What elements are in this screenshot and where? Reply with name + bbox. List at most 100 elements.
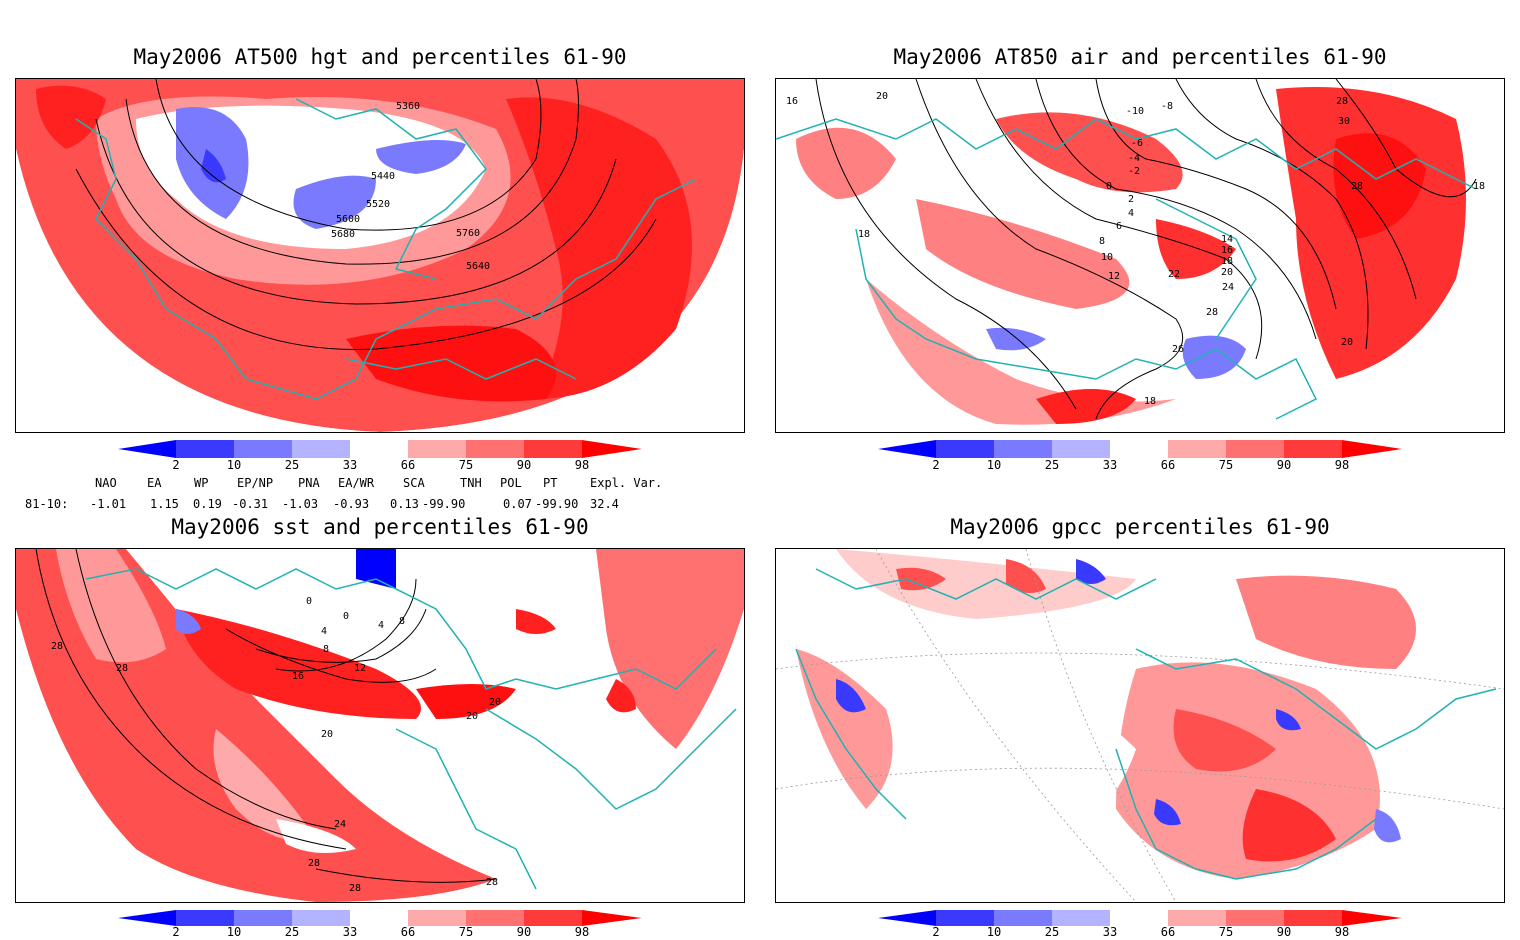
tele-value: -99.90 (535, 497, 579, 511)
colorbar-label: 66 (400, 925, 416, 939)
colorbar-label: 90 (1276, 458, 1292, 472)
contour-line (275, 578, 417, 672)
contour-line (95, 118, 617, 305)
coastline (395, 728, 537, 890)
tele-header: EA/WR (338, 476, 375, 490)
contour-label: 28 (51, 641, 63, 652)
colorbar-hgt: 2 10 25 33 66 75 90 98 (118, 440, 642, 474)
contour-line (1095, 79, 1337, 310)
contour-label: 16 (1221, 245, 1233, 256)
tele-value: 0.19 (193, 497, 222, 511)
contour-label: 24 (334, 819, 346, 830)
contour-label: 5680 (331, 229, 355, 240)
contour-line (815, 79, 1077, 410)
contour-label: 8 (1099, 236, 1105, 247)
colorbar-label: 66 (400, 458, 416, 472)
colorbar-label: 2 (172, 925, 180, 939)
contour-label: 12 (354, 663, 366, 674)
tele-value: -0.31 (232, 497, 269, 511)
colorbar-label: 10 (226, 458, 242, 472)
contour-label: 2 (1128, 194, 1134, 205)
contour-label: 0 (306, 596, 312, 607)
colorbar-label: 2 (172, 458, 180, 472)
contour-label: 5760 (456, 228, 480, 239)
teleconnection-table: NAO EA WP EP/NP PNA EA/WR SCA TNH POL PT… (0, 476, 740, 512)
tele-header: WP (194, 476, 209, 490)
contour-line (915, 79, 1184, 420)
contour-label: 18 (1221, 256, 1233, 267)
colorbar-label: 33 (342, 925, 358, 939)
contour-label: 5520 (366, 199, 390, 210)
contour-label: 28 (1351, 181, 1363, 192)
contour-line (1175, 79, 1369, 350)
tele-header: TNH (460, 476, 482, 490)
contour-label: 20 (1341, 337, 1353, 348)
colorbar-label: 25 (284, 925, 300, 939)
contour-label: -8 (1161, 101, 1173, 112)
colorbar-label: 75 (458, 458, 474, 472)
colorbar-label: 33 (1102, 458, 1118, 472)
contour-label: 28 (1206, 307, 1218, 318)
colorbar-label: 33 (342, 458, 358, 472)
graticule (776, 652, 1504, 690)
colorbar-label: 98 (574, 925, 590, 939)
colorbar-label: 75 (1218, 925, 1234, 939)
map-panel-hgt: 5360 5440 5520 5600 5680 5760 5640 (15, 78, 745, 433)
contour-line (255, 608, 427, 663)
colorbar-gpcc: 2 10 25 33 66 75 90 98 (878, 910, 1402, 940)
graticule (875, 549, 1137, 902)
panel-title-sst: May2006 sst and percentiles 61-90 (171, 515, 589, 539)
contour-label: 4 (321, 626, 327, 637)
contour-label: 14 (1221, 234, 1233, 245)
contour-label: 28 (486, 877, 498, 888)
contour-label: 0 (1106, 181, 1112, 192)
contour-label: 26 (1172, 344, 1184, 355)
panel-title-gpcc: May2006 gpcc percentiles 61-90 (950, 515, 1330, 539)
contour-label: -6 (1131, 138, 1143, 149)
tele-value: 1.15 (150, 497, 179, 511)
tele-row-label: 81-10: (25, 497, 69, 511)
contour-line (75, 549, 337, 830)
contour-label: 20 (1221, 267, 1233, 278)
contour-label: 0 (343, 611, 349, 622)
panel-title-hgt: May2006 AT500 hgt and percentiles 61-90 (133, 45, 627, 69)
coastline (295, 98, 487, 280)
coastline (855, 228, 1318, 420)
contour-label: 24 (1222, 282, 1234, 293)
contour-label: 18 (1473, 181, 1485, 192)
contour-line (1255, 79, 1417, 300)
contour-label: -10 (1126, 106, 1144, 117)
graticule (776, 767, 1504, 810)
coastline (75, 118, 697, 400)
colorbar-label: 90 (516, 458, 532, 472)
contour-line (315, 868, 497, 883)
tele-value: -99.90 (422, 497, 466, 511)
contour-label: 10 (1101, 252, 1113, 263)
tele-header: POL (500, 476, 522, 490)
contour-line (155, 79, 542, 231)
contour-label: 22 (1168, 269, 1180, 280)
contour-line (225, 628, 437, 683)
contour-label: 20 (321, 729, 333, 740)
contour-line (75, 168, 657, 350)
colorbar-label: 25 (284, 458, 300, 472)
contour-label: -4 (1128, 153, 1140, 164)
tele-value: 0.13 (390, 497, 419, 511)
contour-label: 18 (1144, 396, 1156, 407)
contour-label: 4 (378, 620, 384, 631)
contour-label: 5640 (466, 261, 490, 272)
contour-line (35, 549, 347, 850)
colorbar-label: 98 (1334, 925, 1350, 939)
contour-label: 20 (466, 711, 478, 722)
colorbar-label: 33 (1102, 925, 1118, 939)
colorbar-svg (118, 440, 642, 458)
tele-value: -1.01 (90, 497, 127, 511)
contour-line (975, 79, 1263, 360)
coastline (85, 568, 717, 690)
coastline (776, 118, 1477, 190)
contour-label: 20 (876, 91, 888, 102)
contour-label: 8 (399, 616, 405, 627)
contour-label: 5360 (396, 101, 420, 112)
colorbar-label: 10 (986, 925, 1002, 939)
colorbar-label: 10 (226, 925, 242, 939)
